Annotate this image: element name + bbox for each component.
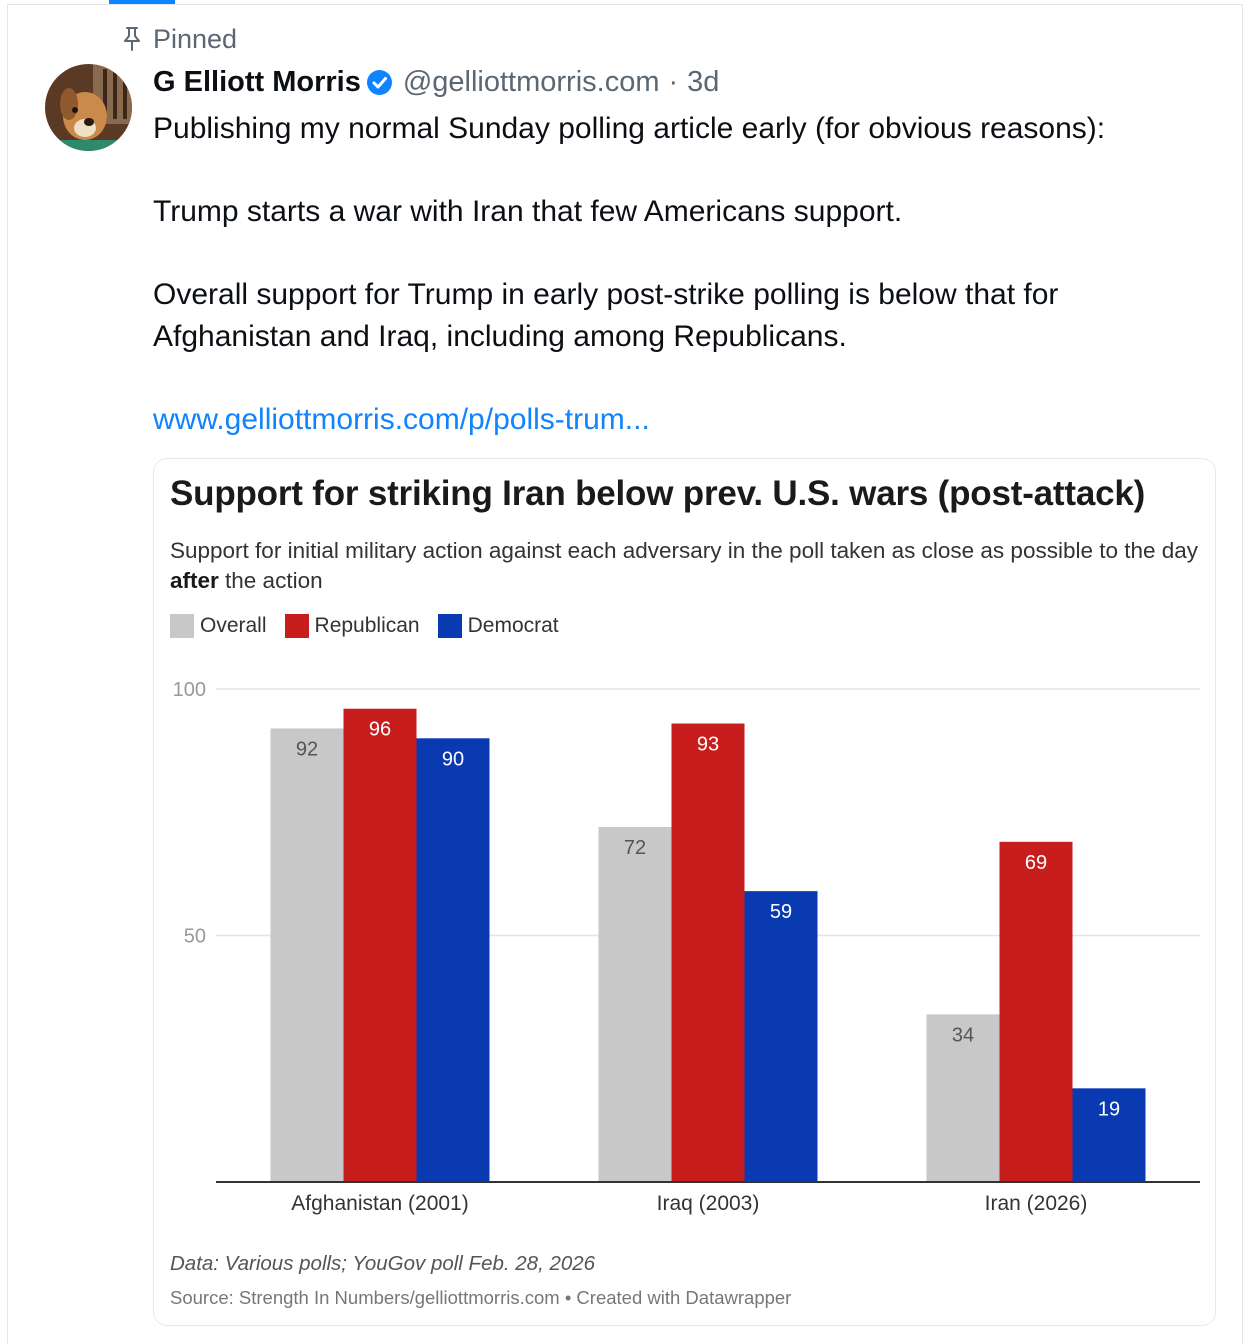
legend-swatch [170, 614, 194, 638]
pinned-label: Pinned [153, 23, 238, 54]
bar [999, 841, 1073, 1182]
time-separator: · [668, 65, 679, 98]
bar [926, 1014, 1000, 1182]
bar-value-label: 69 [1025, 852, 1047, 874]
pin-icon [120, 25, 144, 53]
bar-value-label: 34 [952, 1024, 974, 1046]
post-text-line: Overall support for Trump in early post-… [153, 278, 1059, 353]
legend-label: Republican [314, 614, 420, 637]
bar [416, 738, 490, 1182]
bar [343, 708, 417, 1182]
article-link[interactable]: www.gelliottmorris.com/p/polls-trum... [153, 402, 650, 436]
bar [1072, 1088, 1146, 1182]
bar [744, 891, 818, 1182]
post-text: Publishing my normal Sunday polling arti… [153, 108, 1223, 440]
bar-value-label: 19 [1098, 1098, 1120, 1120]
y-tick-label: 100 [173, 679, 206, 701]
post-timestamp[interactable]: 3d [687, 65, 720, 98]
bar-value-label: 93 [697, 734, 719, 756]
bar-value-label: 72 [624, 837, 646, 859]
feed-frame [7, 4, 1243, 1344]
chart-subtitle-text: the action [218, 568, 323, 593]
bar-chart: 50 100 92 96 90 Afghanistan (2001) 72 93 59 Iraq … [173, 679, 1200, 1215]
legend-item-overall: Overall [170, 614, 267, 638]
chart-subtitle-text: Support for initial military action agai… [170, 538, 1199, 563]
y-tick-label: 50 [184, 926, 206, 948]
post-text-line: Trump starts a war with Iran that few Am… [153, 195, 903, 228]
author-name[interactable]: G Elliott Morris [153, 65, 361, 98]
chart-source: Source: Strength In Numbers/gelliottmorr… [170, 1287, 792, 1308]
legend-label: Overall [200, 614, 267, 637]
pinned-indicator: Pinned [120, 22, 237, 56]
bar-value-label: 96 [369, 719, 391, 741]
chart-title: Support for striking Iran below prev. U.… [170, 474, 1146, 513]
bar [270, 728, 344, 1182]
bar-value-label: 90 [442, 748, 464, 770]
x-tick-label: Afghanistan (2001) [291, 1192, 468, 1215]
legend-swatch [437, 614, 462, 638]
verified-badge-icon [366, 69, 393, 96]
bar-value-label: 59 [770, 901, 792, 923]
x-tick-label: Iran (2026) [985, 1192, 1088, 1215]
legend-swatch [284, 614, 309, 638]
chart-subtitle-emphasis: after [170, 568, 219, 593]
avatar[interactable] [45, 64, 132, 151]
post-text-line: Publishing my normal Sunday polling arti… [153, 112, 1106, 145]
post-header: G Elliott Morris @gelliottmorris.com · 3… [153, 62, 719, 102]
chart-subtitle: Support for initial military action agai… [170, 536, 1205, 596]
legend-item-republican: Republican [284, 614, 420, 638]
x-tick-label: Iraq (2003) [657, 1192, 760, 1215]
chart-notes: Data: Various polls; YouGov poll Feb. 28… [170, 1252, 596, 1275]
bar [598, 827, 672, 1182]
chart-legend: Overall Republican Democrat [170, 614, 577, 638]
legend-item-democrat: Democrat [437, 614, 559, 638]
bar-value-label: 92 [296, 738, 318, 760]
legend-label: Democrat [467, 614, 559, 637]
bar [671, 723, 745, 1182]
active-tab-indicator [109, 0, 175, 4]
author-handle[interactable]: @gelliottmorris.com [402, 65, 660, 98]
